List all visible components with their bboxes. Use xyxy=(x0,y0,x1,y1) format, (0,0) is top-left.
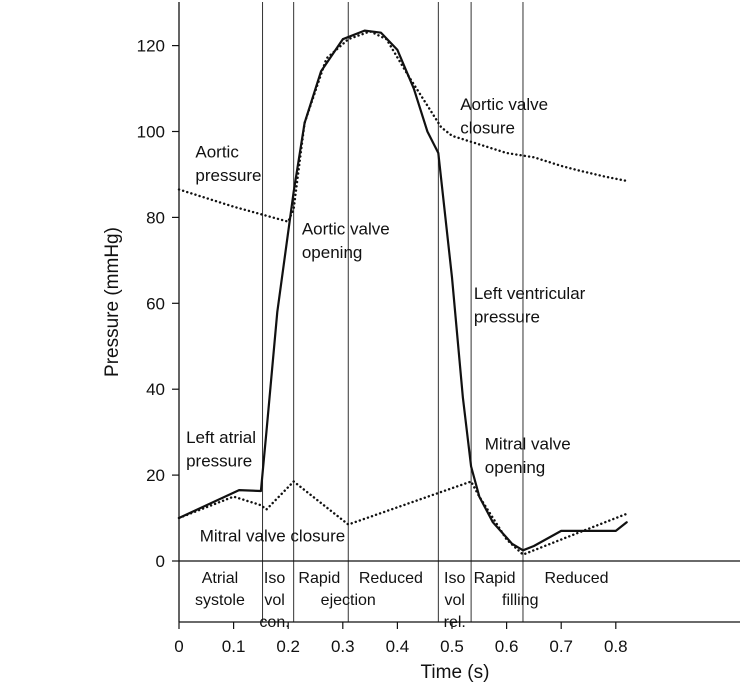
x-tick-label: 0.6 xyxy=(495,637,519,656)
annotation-label: pressure xyxy=(474,308,540,327)
phase-label: vol xyxy=(445,592,465,609)
annotation-label: Mitral valve xyxy=(485,434,571,453)
annotation-label: opening xyxy=(302,243,363,262)
phase-label: con. xyxy=(259,614,289,631)
y-tick-label: 0 xyxy=(156,552,165,571)
phase-label: rel. xyxy=(444,614,466,631)
annotation-label: Left ventricular xyxy=(474,284,586,303)
phase-label: Reduced xyxy=(544,570,608,587)
annotation-label: Aortic xyxy=(195,142,239,161)
x-tick-label: 0.5 xyxy=(440,637,464,656)
x-tick-label: 0.8 xyxy=(604,637,628,656)
y-tick-label: 80 xyxy=(146,208,165,227)
left-ventricular-pressure-line xyxy=(177,29,628,552)
x-tick-label: 0.3 xyxy=(331,637,355,656)
phase-label: Rapid xyxy=(474,570,516,587)
phase-label: vol xyxy=(264,592,284,609)
y-tick-label: 20 xyxy=(146,466,165,485)
y-tick-label: 60 xyxy=(146,294,165,313)
x-tick-label: 0.1 xyxy=(222,637,246,656)
phase-label: ejection xyxy=(321,592,376,609)
annotation-label: Mitral valve closure xyxy=(200,527,345,546)
aortic-pressure-line xyxy=(177,30,628,223)
y-tick-label: 100 xyxy=(137,123,165,142)
annotation-label: Left atrial xyxy=(186,428,256,447)
x-axis-title: Time (s) xyxy=(421,662,490,683)
phase-label: Reduced xyxy=(359,570,423,587)
phase-label: Atrial xyxy=(202,570,238,587)
phase-label: systole xyxy=(195,592,245,609)
annotation-label: Aortic valve xyxy=(460,95,548,114)
y-axis-title: Pressure (mmHg) xyxy=(102,227,123,377)
left-atrial-pressure-line xyxy=(177,480,628,556)
x-tick-label: 0.2 xyxy=(276,637,300,656)
phase-label: Iso xyxy=(264,570,285,587)
y-tick-label: 40 xyxy=(146,380,165,399)
x-tick-label: 0.7 xyxy=(549,637,573,656)
annotation-label: pressure xyxy=(195,166,261,185)
x-tick-label: 0 xyxy=(174,637,183,656)
annotation-label: pressure xyxy=(186,452,252,471)
annotation-label: closure xyxy=(460,119,515,138)
annotation-label: Aortic valve xyxy=(302,220,390,239)
y-tick-label: 120 xyxy=(137,37,165,56)
annotation-label: opening xyxy=(485,458,546,477)
x-tick-label: 0.4 xyxy=(386,637,410,656)
phase-label: filling xyxy=(502,592,538,609)
phase-label: Rapid xyxy=(298,570,340,587)
phase-label: Iso xyxy=(444,570,465,587)
